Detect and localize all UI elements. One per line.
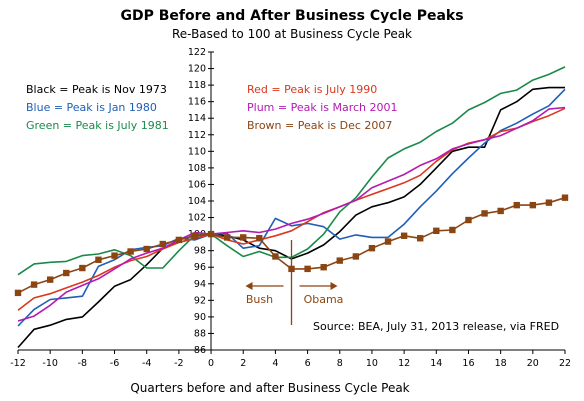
y-tick-label: 86: [194, 345, 206, 356]
series-point: [127, 248, 134, 255]
x-tick-label: 6: [305, 358, 311, 369]
x-tick-label: 16: [462, 358, 474, 369]
series-point: [111, 252, 118, 259]
y-tick-label: 96: [194, 262, 206, 273]
series-point: [159, 240, 166, 248]
series-point: [320, 264, 327, 271]
series-point: [223, 234, 231, 241]
x-tick-label: -4: [142, 358, 151, 369]
series-point: [368, 244, 376, 252]
series-line: [17, 88, 566, 327]
series-point: [384, 238, 392, 245]
y-tick-label: 106: [188, 179, 206, 190]
x-tick-label: -10: [42, 358, 58, 369]
series-point: [14, 289, 22, 297]
obama-arrowhead: [330, 282, 338, 290]
x-tick-label: -2: [174, 358, 183, 369]
x-tick-label: 4: [272, 358, 278, 369]
y-tick-label: 112: [188, 130, 206, 141]
y-tick-label: 104: [188, 196, 206, 207]
y-tick-label: 110: [188, 146, 206, 157]
source-note: Source: BEA, July 31, 2013 release, via …: [313, 320, 559, 333]
obama-label: Obama: [304, 293, 344, 306]
annotations: Bush Obama Source: BEA, July 31, 2013 rele…: [245, 240, 559, 333]
series-point: [400, 232, 408, 239]
x-tick-label: 12: [398, 358, 410, 369]
y-tick-label: 108: [188, 163, 206, 174]
x-tick-label: 10: [366, 358, 378, 369]
x-tick-label: 0: [208, 358, 214, 369]
legend: Black = Peak is Nov 1973 Blue = Peak is J…: [26, 83, 398, 132]
x-tick-label: -12: [10, 358, 26, 369]
series-point: [449, 226, 456, 234]
series-point: [30, 281, 38, 288]
y-tick-label: 98: [194, 246, 206, 257]
legend-entry: Green = Peak is July 1981: [26, 119, 169, 132]
legend-entry: Brown = Peak is Dec 2007: [247, 119, 392, 132]
series-point: [95, 256, 102, 263]
series-point: [240, 234, 247, 241]
legend-entry: Plum = Peak is March 2001: [247, 101, 398, 114]
series-point: [304, 265, 311, 273]
x-tick-label: -8: [78, 358, 87, 369]
series-point: [513, 201, 520, 209]
x-tick-label: 8: [337, 358, 343, 369]
x-axis-label: Quarters before and after Business Cycle…: [130, 381, 409, 395]
x-tick-label: -6: [110, 358, 119, 369]
x-tick-label: 2: [240, 358, 246, 369]
bush-label: Bush: [246, 293, 273, 306]
series-point: [256, 235, 263, 242]
chart-subtitle: Re-Based to 100 at Business Cycle Peak: [172, 27, 412, 41]
series-point: [191, 232, 199, 239]
legend-entry: Red = Peak is July 1990: [247, 83, 377, 96]
series-point: [545, 199, 553, 206]
series-point: [481, 210, 488, 217]
series-point: [175, 236, 183, 244]
y-tick-label: 120: [188, 64, 206, 75]
y-tick-label: 122: [188, 47, 206, 58]
y-tick-label: 92: [194, 295, 206, 306]
legend-entry: Blue = Peak is Jan 1980: [26, 101, 157, 114]
series-point: [352, 253, 360, 260]
x-tick-label: 14: [430, 358, 442, 369]
series-point: [561, 194, 569, 201]
x-tick-label: 18: [495, 358, 507, 369]
y-tick-label: 116: [188, 97, 206, 108]
series-line: [17, 106, 566, 322]
y-tick-label: 94: [194, 279, 206, 290]
chart-title: GDP Before and After Business Cycle Peak…: [120, 8, 463, 24]
series-point: [336, 257, 343, 264]
x-tick-label: 22: [559, 358, 571, 369]
y-tick-label: 102: [188, 213, 206, 224]
series-point: [465, 216, 472, 224]
y-tick-label: 114: [188, 113, 206, 124]
y-tick-label: 90: [194, 312, 206, 323]
legend-entry: Black = Peak is Nov 1973: [26, 83, 167, 96]
series-point: [79, 264, 86, 272]
y-tick-label: 88: [194, 328, 206, 339]
series-point: [46, 276, 54, 283]
bush-arrowhead: [245, 282, 253, 290]
series-point: [417, 235, 424, 242]
x-tick-label: 20: [527, 358, 539, 369]
series-point: [207, 230, 215, 238]
series-point: [272, 253, 279, 260]
series-point: [433, 227, 440, 234]
y-tick-label: 118: [188, 80, 206, 91]
series-point: [143, 245, 150, 253]
series-point: [497, 207, 504, 215]
series-point: [529, 201, 537, 209]
series-point: [63, 269, 70, 277]
